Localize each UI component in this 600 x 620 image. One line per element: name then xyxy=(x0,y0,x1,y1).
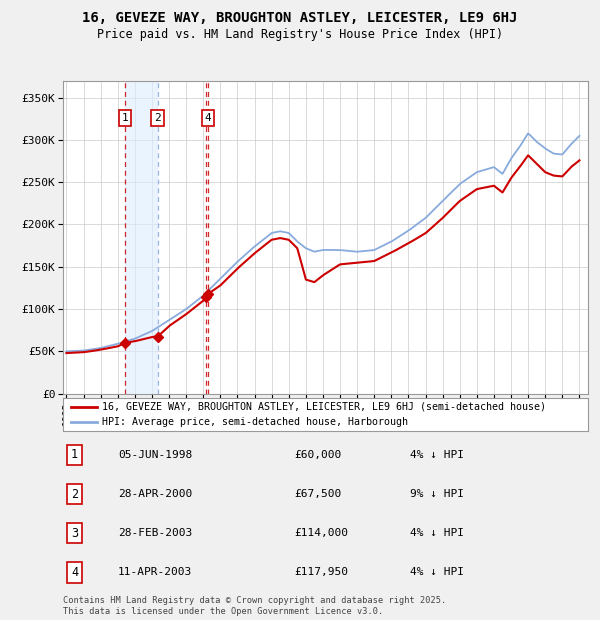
Text: 1: 1 xyxy=(71,448,78,461)
Text: 16, GEVEZE WAY, BROUGHTON ASTLEY, LEICESTER, LE9 6HJ: 16, GEVEZE WAY, BROUGHTON ASTLEY, LEICES… xyxy=(82,11,518,25)
Text: 28-APR-2000: 28-APR-2000 xyxy=(118,489,193,499)
Text: 4% ↓ HPI: 4% ↓ HPI xyxy=(409,450,464,460)
Text: 28-FEB-2003: 28-FEB-2003 xyxy=(118,528,193,538)
Text: Contains HM Land Registry data © Crown copyright and database right 2025.
This d: Contains HM Land Registry data © Crown c… xyxy=(63,596,446,616)
Text: 2: 2 xyxy=(71,487,78,500)
Text: 1: 1 xyxy=(122,113,128,123)
Text: 9% ↓ HPI: 9% ↓ HPI xyxy=(409,489,464,499)
Text: £67,500: £67,500 xyxy=(294,489,341,499)
Text: £117,950: £117,950 xyxy=(294,567,348,577)
Text: 16, GEVEZE WAY, BROUGHTON ASTLEY, LEICESTER, LE9 6HJ (semi-detached house): 16, GEVEZE WAY, BROUGHTON ASTLEY, LEICES… xyxy=(103,402,547,412)
Text: 4% ↓ HPI: 4% ↓ HPI xyxy=(409,567,464,577)
Text: HPI: Average price, semi-detached house, Harborough: HPI: Average price, semi-detached house,… xyxy=(103,417,409,427)
Text: £60,000: £60,000 xyxy=(294,450,341,460)
Text: 4% ↓ HPI: 4% ↓ HPI xyxy=(409,528,464,538)
Text: 3: 3 xyxy=(71,527,78,540)
Text: 05-JUN-1998: 05-JUN-1998 xyxy=(118,450,193,460)
Text: 4: 4 xyxy=(71,566,78,579)
Text: £114,000: £114,000 xyxy=(294,528,348,538)
Text: Price paid vs. HM Land Registry's House Price Index (HPI): Price paid vs. HM Land Registry's House … xyxy=(97,28,503,41)
Text: 2: 2 xyxy=(154,113,161,123)
Text: 4: 4 xyxy=(205,113,211,123)
Text: 11-APR-2003: 11-APR-2003 xyxy=(118,567,193,577)
